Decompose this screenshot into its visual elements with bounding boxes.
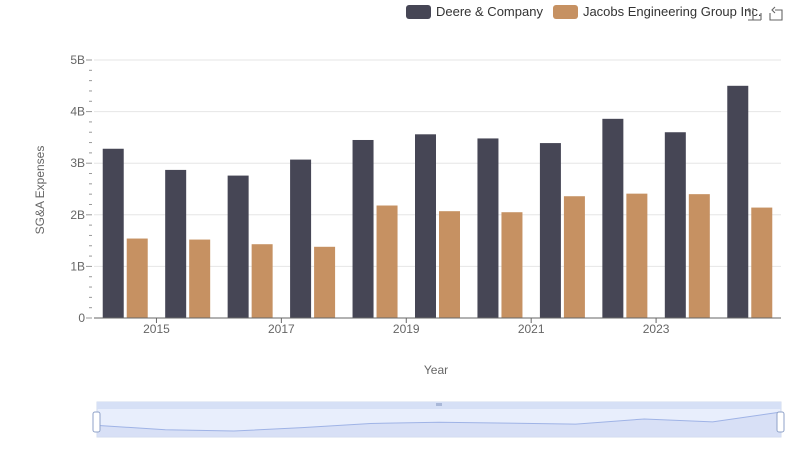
x-tick-label: 2019 xyxy=(393,322,420,336)
bar xyxy=(539,143,561,318)
bar xyxy=(376,205,398,318)
bar xyxy=(126,238,148,318)
y-tick-label: 4B xyxy=(70,105,85,119)
bar xyxy=(751,207,773,318)
y-tick-label: 1B xyxy=(70,259,85,273)
bar xyxy=(352,139,374,318)
bar xyxy=(626,193,648,318)
bar xyxy=(563,196,585,318)
legend: Deere & Company Jacobs Engineering Group… xyxy=(406,4,771,19)
y-axis-title: SG&A Expenses xyxy=(33,145,47,235)
bar xyxy=(477,138,499,318)
zoom-reset-icon[interactable] xyxy=(768,6,784,22)
bar xyxy=(314,246,336,318)
bar xyxy=(290,159,312,318)
y-tick-label: 0 xyxy=(78,311,85,325)
bar xyxy=(727,85,749,318)
x-axis-title: Year xyxy=(423,363,449,377)
bar xyxy=(251,244,273,318)
bar xyxy=(439,211,460,318)
bar xyxy=(189,239,211,318)
x-tick-label: 2017 xyxy=(268,322,295,336)
legend-label-jacobs: Jacobs Engineering Group Inc. xyxy=(582,4,762,19)
bar xyxy=(227,175,249,318)
legend-swatch-deere xyxy=(406,4,431,19)
datazoom-area xyxy=(97,412,781,437)
datazoom-handle-right[interactable] xyxy=(776,411,785,433)
x-tick-label: 2015 xyxy=(143,322,170,336)
x-tick-label: 2021 xyxy=(518,322,545,336)
bar xyxy=(102,148,124,318)
legend-item-deere[interactable]: Deere & Company xyxy=(406,4,543,19)
datazoom-line xyxy=(96,411,782,432)
y-tick-label: 2B xyxy=(70,208,85,222)
bar xyxy=(602,118,624,318)
zoom-icon[interactable] xyxy=(746,6,762,22)
x-tick-label: 2023 xyxy=(643,322,670,336)
legend-label-deere: Deere & Company xyxy=(436,4,543,19)
toolbox xyxy=(746,6,790,22)
bar xyxy=(501,212,523,318)
legend-swatch-jacobs xyxy=(552,4,578,19)
bar xyxy=(165,169,187,318)
y-tick-label: 3B xyxy=(70,156,85,170)
legend-item-jacobs[interactable]: Jacobs Engineering Group Inc. xyxy=(552,4,762,19)
datazoom-grip xyxy=(436,403,442,406)
datazoom-handle-left[interactable] xyxy=(92,411,101,433)
bar xyxy=(664,132,686,318)
bar xyxy=(415,134,436,318)
bar xyxy=(688,194,710,318)
y-tick-label: 5B xyxy=(70,53,85,67)
